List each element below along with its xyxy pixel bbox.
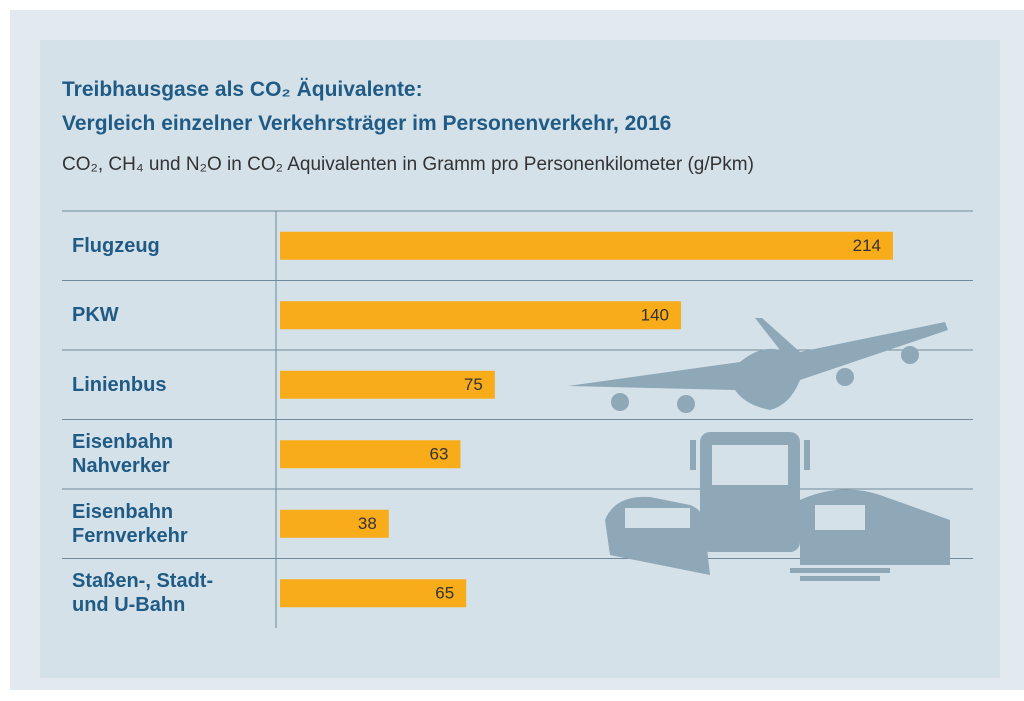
bar bbox=[280, 371, 495, 399]
value-label: 214 bbox=[853, 236, 881, 255]
value-label: 140 bbox=[641, 306, 669, 325]
vehicle-icons bbox=[568, 318, 950, 581]
value-label: 38 bbox=[358, 514, 377, 533]
value-label: 75 bbox=[464, 375, 483, 394]
category-label: Eisenbahn Nahverker bbox=[72, 420, 272, 490]
category-label: Staßen-, Stadt- und U-Bahn bbox=[72, 559, 272, 629]
category-label: Flugzeug bbox=[72, 211, 272, 281]
value-label: 63 bbox=[430, 445, 449, 464]
page: 214 140 75 63 38 65 Treibhausgase als CO₂ Äqu… bbox=[0, 0, 1024, 701]
category-label: Eisenbahn Fernverkehr bbox=[72, 489, 272, 559]
value-label: 65 bbox=[435, 584, 454, 603]
chart-title: Vergleich einzelner Verkehrsträger im Pe… bbox=[62, 112, 671, 136]
bar bbox=[280, 301, 681, 329]
bar bbox=[280, 232, 893, 260]
category-label: Linienbus bbox=[72, 350, 272, 420]
category-label: PKW bbox=[72, 281, 272, 351]
chart-subtitle: CO₂, CH₄ und N₂O in CO₂ Aquivalenten in … bbox=[62, 154, 754, 176]
chart-title: Treibhausgase als CO₂ Äquivalente: bbox=[62, 78, 423, 102]
